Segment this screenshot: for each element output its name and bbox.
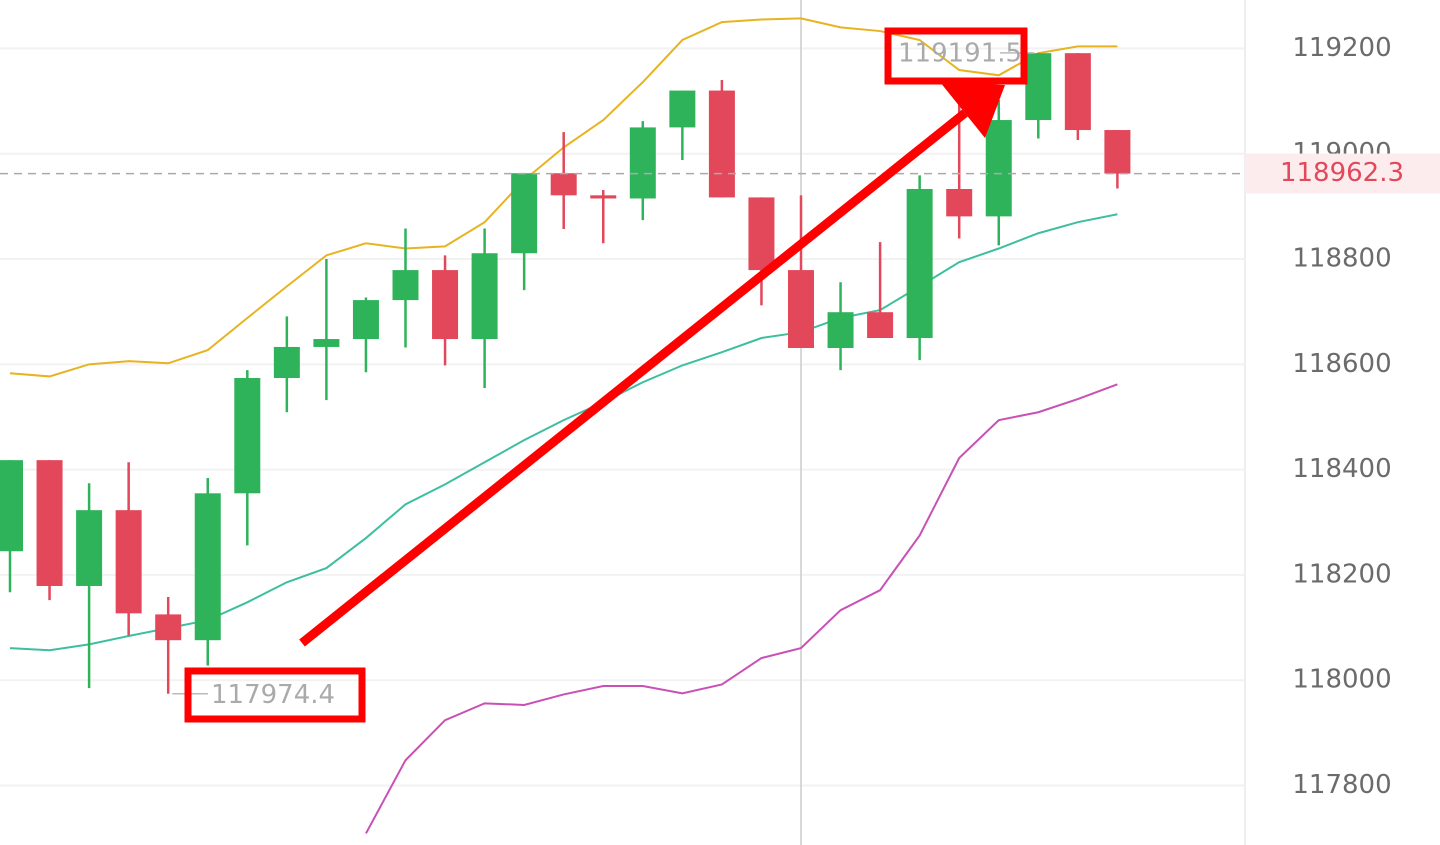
arrow-head [940, 82, 1005, 138]
candle-body [273, 346, 300, 379]
candle-body [985, 120, 1012, 217]
y-tick-label: 118600 [1292, 349, 1391, 379]
candle-body [392, 270, 419, 301]
arrow-shaft [299, 109, 968, 647]
highlight-box [184, 667, 366, 723]
candle-body [827, 312, 854, 349]
marks [0, 17, 1131, 834]
candle-body [1025, 53, 1052, 121]
candle-body [313, 339, 340, 347]
candle-body [115, 510, 142, 614]
candle-body [36, 460, 63, 586]
candle-body [352, 300, 379, 340]
candle-body [946, 189, 973, 217]
candle-body [669, 90, 696, 128]
y-tick-label: 117800 [1292, 770, 1391, 800]
y-tick-label: 119200 [1292, 33, 1391, 63]
candle-body [906, 189, 933, 338]
candle-body [155, 614, 182, 641]
candle-body [629, 127, 656, 199]
y-tick-label: 118400 [1292, 454, 1391, 484]
last-price-label: 118962.3 [1280, 158, 1404, 188]
candle-body [1064, 53, 1091, 131]
min-label: 117974.4 [211, 680, 335, 710]
candle-body [471, 253, 498, 340]
candle-body [867, 312, 894, 338]
overlay: 1178001180001182001184001186001188001190… [0, 27, 1440, 800]
band-line [9, 213, 1118, 652]
candle-body [0, 460, 23, 552]
candle-body [788, 270, 814, 349]
band-line [365, 383, 1118, 834]
y-tick-label: 118000 [1292, 665, 1391, 695]
candle-body [432, 270, 459, 340]
candle-body [76, 510, 103, 586]
candle-body [234, 378, 261, 494]
candle-body [511, 173, 538, 254]
y-tick-label: 118200 [1292, 559, 1391, 589]
grid [0, 0, 1245, 845]
candle-body [590, 195, 617, 199]
candle-body [550, 173, 577, 196]
highlight-box [884, 27, 1028, 85]
candle-body [708, 90, 735, 198]
candle-body [194, 493, 221, 641]
max-label: 119191.5 [898, 38, 1022, 68]
candle-body [748, 197, 775, 271]
last-price-bg [1245, 153, 1440, 194]
y-tick-label: 118800 [1292, 244, 1391, 274]
candle-body [1104, 130, 1131, 174]
